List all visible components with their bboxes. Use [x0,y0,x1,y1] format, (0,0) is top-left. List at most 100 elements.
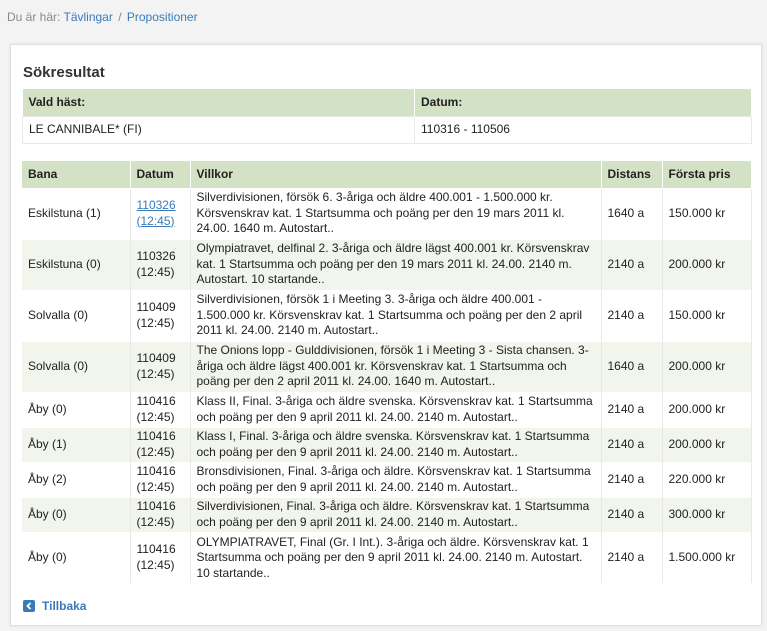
table-row: Eskilstuna (1) 110326 (12:45) Silverdivisio… [22,187,752,239]
cell-datum: 110416 (12:45) [130,531,191,583]
cell-forsta-pris: 200.000 kr [662,391,752,427]
cell-distans: 2140 a [601,391,663,427]
cell-distans: 1640 a [601,340,663,392]
time-value: (12:45) [136,514,175,529]
cell-villkor: The Onions lopp - Gulddivisionen, försök… [190,340,602,392]
date-value: 110416 [136,499,176,513]
cell-distans: 2140 a [601,238,663,290]
table-row: Solvalla (0) 110409 (12:45) Silverdivisione… [22,289,752,341]
cell-forsta-pris: 300.000 kr [662,496,752,532]
selection-table: Vald häst: Datum: LE CANNIBALE* (FI) 110… [22,89,752,144]
cell-forsta-pris: 200.000 kr [662,426,752,462]
date-value: 110416 [136,464,176,478]
date-text: 110409 (12:45) [137,300,176,330]
date-text: 110416 (12:45) [137,499,176,529]
cell-bana: Solvalla (0) [22,289,131,341]
cell-forsta-pris: 220.000 kr [662,461,752,497]
cell-forsta-pris: 200.000 kr [662,340,752,392]
column-header-villkor: Villkor [190,161,602,188]
selected-horse: LE CANNIBALE* (FI) [22,115,415,144]
cell-distans: 1640 a [601,187,663,239]
cell-villkor: Klass I, Final. 3-åriga och äldre svensk… [190,426,602,462]
time-value: (12:45) [136,479,175,494]
date-link[interactable]: 110326 (12:45) [137,198,176,228]
cell-villkor: Klass II, Final. 3-åriga och äldre svens… [190,391,602,427]
cell-datum[interactable]: 110326 (12:45) [130,187,191,239]
table-row: Åby (0) 110416 (12:45) Klass II, Final. 3-å… [22,391,752,427]
cell-villkor: OLYMPIATRAVET, Final (Gr. I Int.). 3-åri… [190,531,602,583]
table-row: Åby (2) 110416 (12:45) Bronsdivisionen, Fin… [22,461,752,497]
date-value: 110416 [136,542,176,557]
column-header-datum: Datum [130,161,191,188]
cell-bana: Eskilstuna (1) [22,187,131,239]
cell-datum: 110416 (12:45) [130,391,191,427]
table-row: Åby (1) 110416 (12:45) Klass I, Final. 3-år… [22,426,752,462]
cell-forsta-pris: 1.500.000 kr [662,531,752,583]
back-label: Tillbaka [42,599,87,613]
date-text: 110416 (12:45) [137,394,176,424]
cell-forsta-pris: 150.000 kr [662,289,752,341]
breadcrumb-prefix: Du är här: [7,10,61,24]
date-value: 110326 [136,198,176,212]
date-text: 110416 (12:45) [137,429,176,459]
cell-villkor: Silverdivisionen, Final. 3-åriga och äld… [190,496,602,532]
date-value: 110326 [136,249,176,263]
search-results-panel: Sökresultat Vald häst: Datum: LE CANNIBA… [10,44,762,626]
table-row: Åby (0) 110416 (12:45) Silverdivisionen, Fi… [22,496,752,532]
page-title: Sökresultat [23,64,105,81]
cell-forsta-pris: 200.000 kr [662,238,752,290]
date-text: 110409 (12:45) [137,351,176,381]
time-value: (12:45) [136,366,175,381]
cell-distans: 2140 a [601,461,663,497]
cell-datum: 110416 (12:45) [130,426,191,462]
table-row: Eskilstuna (0) 110326 (12:45) Olympiatravet… [22,238,752,290]
results-table: Bana Datum Villkor Distans Första pris E… [22,161,752,583]
cell-distans: 2140 a [601,496,663,532]
date-value: 110416 [136,429,176,443]
selection-header-horse: Vald häst: [22,89,415,116]
cell-distans: 2140 a [601,289,663,341]
cell-bana: Åby (0) [22,391,131,427]
cell-villkor: Bronsdivisionen, Final. 3-åriga och äldr… [190,461,602,497]
date-text: 110416 (12:45) [137,542,176,572]
cell-bana: Solvalla (0) [22,340,131,392]
back-link[interactable]: Tillbaka [23,599,86,613]
column-header-bana: Bana [22,161,131,188]
date-value: 110409 [136,300,176,314]
cell-datum: 110326 (12:45) [130,238,191,290]
breadcrumb: Du är här: Tävlingar / Propositioner [7,10,198,24]
date-text: 110326 (12:45) [137,249,176,279]
column-header-forsta-pris: Första pris [662,161,752,188]
cell-bana: Åby (2) [22,461,131,497]
breadcrumb-item-tavlingar[interactable]: Tävlingar [63,10,113,24]
breadcrumb-item-propositioner[interactable]: Propositioner [126,10,198,24]
cell-datum: 110409 (12:45) [130,289,191,341]
arrow-left-icon [23,600,35,612]
time-value: (12:45) [136,409,175,424]
date-value: 110409 [136,351,176,365]
date-text: 110416 (12:45) [137,464,176,494]
cell-datum: 110416 (12:45) [130,461,191,497]
time-value: (12:45) [136,264,175,279]
table-row: Åby (0) 110416 (12:45) OLYMPIATRAVET, Final… [22,531,752,583]
cell-datum: 110416 (12:45) [130,496,191,532]
cell-villkor: Olympiatravet, delfinal 2. 3-åriga och ä… [190,238,602,290]
cell-bana: Åby (0) [22,531,131,583]
cell-bana: Åby (1) [22,426,131,462]
time-value: (12:45) [136,444,175,459]
time-value: (12:45) [136,557,175,572]
cell-bana: Åby (0) [22,496,131,532]
selected-date-range: 110316 - 110506 [414,115,752,144]
cell-bana: Eskilstuna (0) [22,238,131,290]
time-value: (12:45) [136,315,175,330]
cell-villkor: Silverdivisionen, försök 6. 3-åriga och … [190,187,602,239]
cell-datum: 110409 (12:45) [130,340,191,392]
selection-header-date: Datum: [414,89,752,116]
table-row: Solvalla (0) 110409 (12:45) The Onions lopp… [22,340,752,392]
cell-distans: 2140 a [601,426,663,462]
time-value: (12:45) [136,213,175,228]
breadcrumb-separator: / [118,10,122,24]
cell-distans: 2140 a [601,531,663,583]
cell-forsta-pris: 150.000 kr [662,187,752,239]
column-header-distans: Distans [601,161,663,188]
